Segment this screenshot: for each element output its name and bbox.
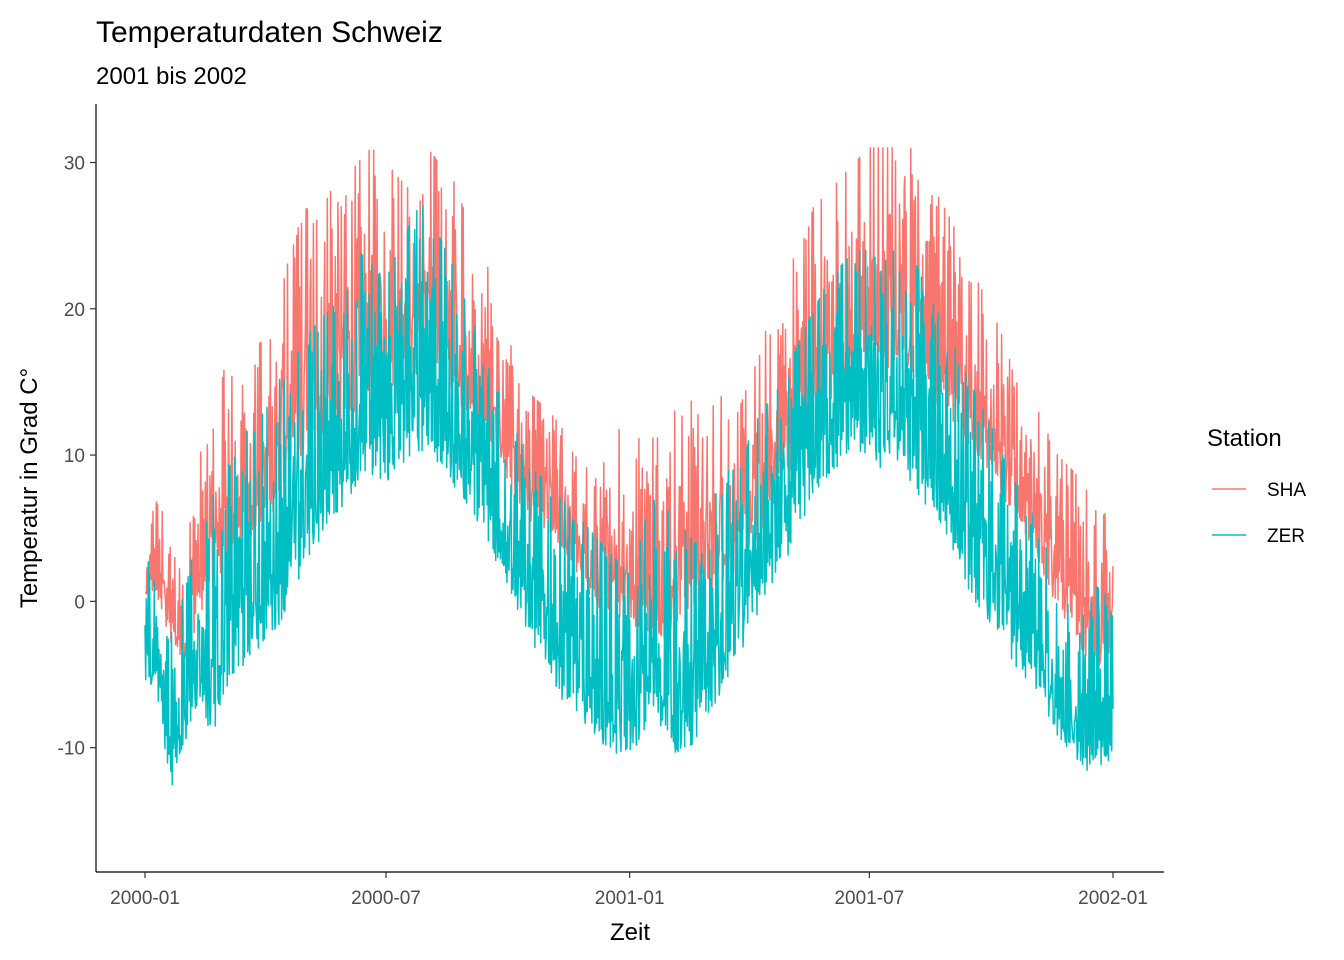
y-tick-label: -10 (58, 739, 85, 760)
legend-label-sha: SHA (1267, 480, 1306, 501)
legend-title: Station (1207, 425, 1282, 452)
x-axis-ticks: 2000-01 2000-07 2001-01 2001-07 2002-01 (110, 872, 1148, 909)
series-layer (144, 147, 1114, 786)
y-axis-ticks: -10 0 10 20 30 (58, 154, 96, 760)
x-axis-title: Zeit (610, 919, 650, 946)
series-line-zer (144, 204, 1114, 786)
y-tick-label: 20 (64, 300, 85, 321)
x-tick-label: 2000-01 (110, 888, 180, 909)
legend-label-zer: ZER (1267, 526, 1305, 547)
y-tick-label: 30 (64, 154, 85, 175)
y-axis-title: Temperatur in Grad C° (16, 368, 43, 608)
y-tick-label: 10 (64, 446, 85, 467)
chart-subtitle: 2001 bis 2002 (96, 63, 247, 90)
y-tick-label: 0 (74, 592, 85, 613)
x-tick-label: 2002-01 (1078, 888, 1148, 909)
x-tick-label: 2001-01 (595, 888, 665, 909)
x-tick-label: 2001-07 (834, 888, 904, 909)
chart-title: Temperaturdaten Schweiz (96, 16, 443, 49)
x-tick-label: 2000-07 (351, 888, 421, 909)
legend: Station SHA ZER (1207, 425, 1306, 547)
